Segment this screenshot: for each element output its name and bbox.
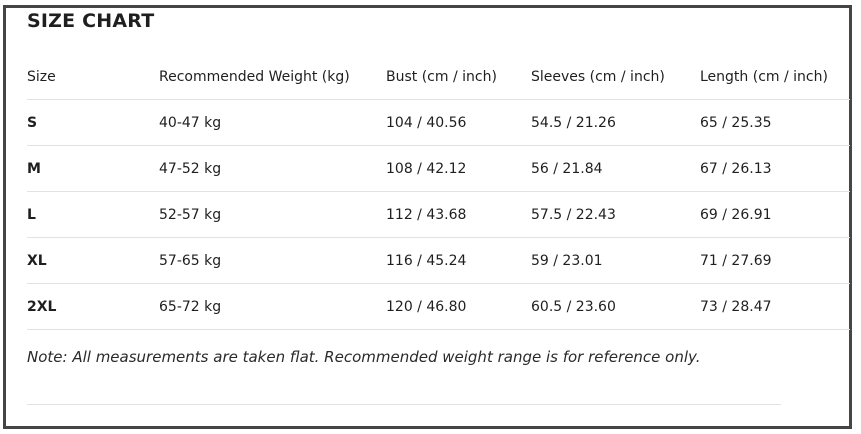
table-row: S 40-47 kg 104 / 40.56 54.5 / 21.26 65 / 25.… [27, 99, 850, 146]
measure-cell: 120 / 46.80 [386, 283, 531, 330]
table-row: L 52-57 kg 112 / 43.68 57.5 / 22.43 69 / 26.… [27, 191, 850, 238]
size-chart-panel: SIZE CHART Size Recommended Weight (kg) Bu… [3, 5, 852, 429]
table-body: S 40-47 kg 104 / 40.56 54.5 / 21.26 65 / 25.… [27, 99, 850, 330]
size-table: Size Recommended Weight (kg) Bust (cm / in… [27, 54, 850, 330]
measure-cell: 65 / 25.35 [700, 99, 850, 146]
size-cell: L [27, 191, 159, 238]
size-cell: M [27, 145, 159, 192]
column-header: Bust (cm / inch) [386, 54, 531, 100]
column-header: Length (cm / inch) [700, 54, 850, 100]
measure-cell: 69 / 26.91 [700, 191, 850, 238]
measure-cell: 54.5 / 21.26 [531, 99, 700, 146]
measure-cell: 60.5 / 23.60 [531, 283, 700, 330]
measure-cell: 59 / 23.01 [531, 237, 700, 284]
note: Note: All measurements are taken flat. R… [27, 348, 701, 366]
column-header: Size [27, 54, 159, 100]
measure-cell: 57-65 kg [159, 237, 386, 284]
measure-cell: 71 / 27.69 [700, 237, 850, 284]
table-row: XL 57-65 kg 116 / 45.24 59 / 23.01 71 / 27.6… [27, 237, 850, 284]
header-row: Size Recommended Weight (kg) Bust (cm / in… [27, 54, 850, 100]
measure-cell: 73 / 28.47 [700, 283, 850, 330]
size-cell: 2XL [27, 283, 159, 330]
measure-cell: 47-52 kg [159, 145, 386, 192]
size-cell: XL [27, 237, 159, 284]
table-head: Size Recommended Weight (kg) Bust (cm / in… [27, 54, 850, 100]
table-row: M 47-52 kg 108 / 42.12 56 / 21.84 67 / 26.13 [27, 145, 850, 192]
size-cell: S [27, 99, 159, 146]
measure-cell: 67 / 26.13 [700, 145, 850, 192]
measure-cell: 112 / 43.68 [386, 191, 531, 238]
column-header: Recommended Weight (kg) [159, 54, 386, 100]
divider [27, 404, 781, 405]
measure-cell: 108 / 42.12 [386, 145, 531, 192]
measure-cell: 56 / 21.84 [531, 145, 700, 192]
measure-cell: 40-47 kg [159, 99, 386, 146]
measure-cell: 116 / 45.24 [386, 237, 531, 284]
title: SIZE CHART [27, 10, 155, 32]
measure-cell: 52-57 kg [159, 191, 386, 238]
table-row: 2XL 65-72 kg 120 / 46.80 60.5 / 23.60 73 / 2… [27, 283, 850, 330]
measure-cell: 65-72 kg [159, 283, 386, 330]
measure-cell: 104 / 40.56 [386, 99, 531, 146]
column-header: Sleeves (cm / inch) [531, 54, 700, 100]
measure-cell: 57.5 / 22.43 [531, 191, 700, 238]
